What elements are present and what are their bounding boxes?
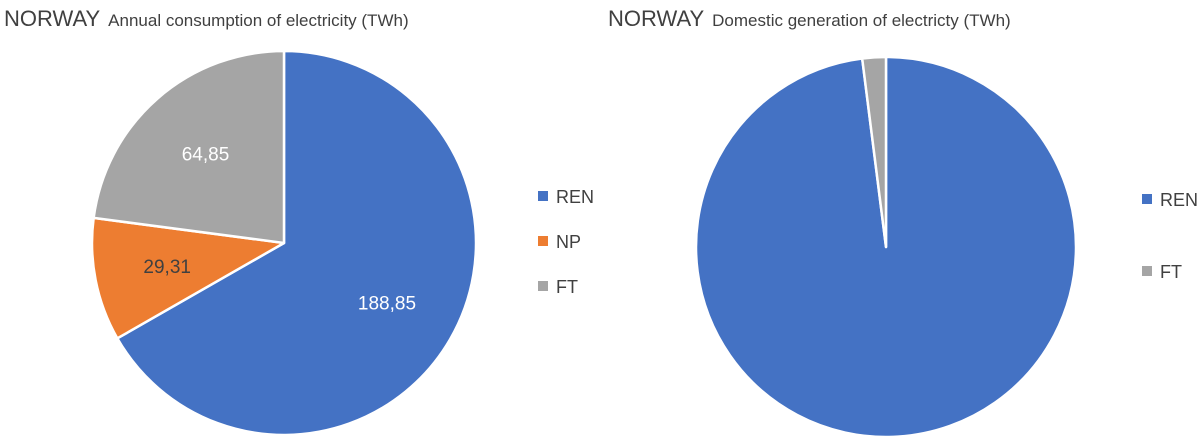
legend-label-ren: REN xyxy=(556,187,594,207)
data-label-ren: 188,85 xyxy=(358,294,416,315)
chart-consumption: NORWAY Annual consumption of electricity … xyxy=(4,6,594,437)
title-text: Domestic generation of electricty (TWh) xyxy=(712,11,1011,30)
pie-slice-ft xyxy=(92,49,286,245)
pie-consumption: 188,85 29,31 64,85 xyxy=(90,49,478,437)
pie-slice-ren xyxy=(116,49,478,437)
legend-consumption: REN NP FT xyxy=(538,187,594,297)
title-text: Annual consumption of electricity (TWh) xyxy=(108,11,408,30)
legend-swatch-np xyxy=(538,236,548,246)
title-prefix: NORWAY xyxy=(4,6,100,31)
pie-slice-ft xyxy=(860,55,888,249)
pie-slice-np xyxy=(90,216,286,340)
legend-swatch-ft xyxy=(538,281,548,291)
chart-generation: NORWAY Domestic generation of electricty … xyxy=(608,6,1198,439)
legend-swatch-ren xyxy=(538,191,548,201)
legend-label-ren: REN xyxy=(1160,190,1198,210)
legend-label-ft: FT xyxy=(1160,262,1182,282)
legend-label-np: NP xyxy=(556,232,581,252)
legend-swatch-ren xyxy=(1142,194,1152,204)
legend-generation: REN FT xyxy=(1142,190,1198,282)
data-label-np: 29,31 xyxy=(143,257,191,278)
pie-generation xyxy=(694,55,1078,439)
chart-title-generation: NORWAY Domestic generation of electricty … xyxy=(608,6,1011,31)
legend-label-ft: FT xyxy=(556,277,578,297)
chart-title-consumption: NORWAY Annual consumption of electricity … xyxy=(4,6,409,31)
title-prefix: NORWAY xyxy=(608,6,704,31)
data-label-ft: 64,85 xyxy=(182,144,230,165)
legend-swatch-ft xyxy=(1142,266,1152,276)
